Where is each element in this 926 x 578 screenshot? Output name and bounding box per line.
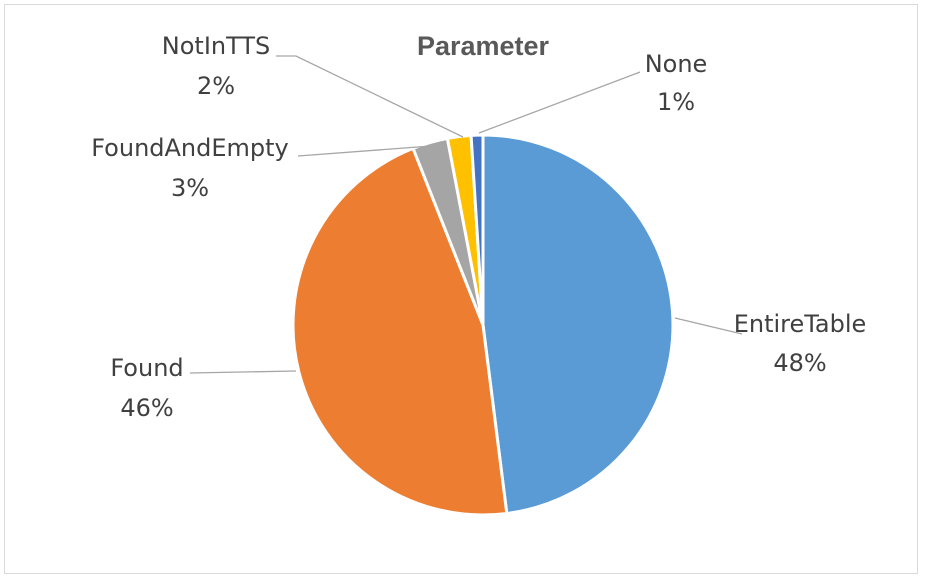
leader-line-none [478, 71, 641, 134]
category-label-found: Found [110, 354, 183, 382]
leader-lines [189, 55, 743, 374]
leader-line-found [189, 370, 297, 374]
pie-slices [291, 133, 675, 517]
percent-label-foundandempty: 3% [171, 174, 209, 202]
leader-line-foundandempty [297, 145, 432, 157]
leader-line-notintts [276, 55, 464, 138]
pie-slice-found [291, 146, 509, 517]
category-label-entiretable: EntireTable [734, 310, 867, 338]
pie-slice-entiretable [481, 133, 675, 516]
percent-label-found: 46% [120, 394, 173, 422]
category-label-foundandempty: FoundAndEmpty [91, 134, 289, 162]
category-label-notintts: NotInTTS [162, 32, 270, 60]
leader-line-entiretable [674, 317, 743, 335]
percent-label-entiretable: 48% [773, 349, 826, 377]
category-label-none: None [645, 50, 708, 78]
pie-slice-none [469, 133, 485, 326]
percent-label-notintts: 2% [197, 72, 235, 100]
data-labels: EntireTable 48% Found 46% FoundAndEmpty 3% Not… [91, 32, 866, 422]
percent-label-none: 1% [657, 88, 695, 116]
chart-title: Parameter [417, 31, 550, 61]
